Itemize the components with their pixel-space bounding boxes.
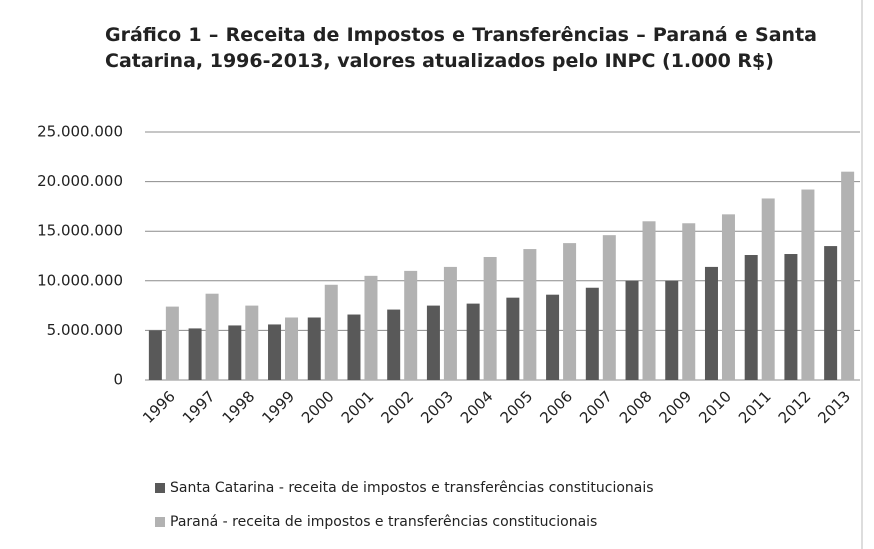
bar bbox=[801, 189, 815, 380]
bar bbox=[563, 243, 577, 380]
bar bbox=[642, 221, 656, 380]
x-tick-label: 2005 bbox=[497, 387, 537, 427]
bar bbox=[268, 324, 282, 380]
y-tick-label: 10.000.000 bbox=[37, 271, 123, 289]
bar bbox=[387, 309, 401, 380]
x-tick-label: 2009 bbox=[656, 387, 696, 427]
bar bbox=[824, 246, 838, 380]
y-tick-label: 25.000.000 bbox=[37, 123, 123, 141]
bar bbox=[704, 266, 718, 380]
bar bbox=[165, 306, 179, 380]
x-tick-label: 1999 bbox=[258, 387, 298, 427]
legend-swatch bbox=[155, 517, 165, 527]
legend-label: Paraná - receita de impostos e transferê… bbox=[170, 514, 597, 530]
bar bbox=[483, 256, 497, 380]
bar bbox=[307, 317, 321, 380]
bar bbox=[546, 294, 560, 380]
bar bbox=[364, 275, 378, 380]
bar bbox=[523, 249, 537, 380]
x-tick-label: 1998 bbox=[219, 387, 259, 427]
bar bbox=[744, 255, 758, 380]
chart-title: Gráfico 1 – Receita de Impostos e Transf… bbox=[105, 24, 817, 72]
bar bbox=[205, 293, 219, 380]
x-tick-label: 2007 bbox=[576, 387, 616, 427]
bar bbox=[347, 314, 361, 380]
x-tick-label: 2011 bbox=[735, 387, 775, 427]
x-tick-label: 2008 bbox=[616, 387, 656, 427]
bar bbox=[188, 328, 202, 380]
bar bbox=[682, 223, 696, 380]
y-tick-label: 20.000.000 bbox=[37, 172, 123, 190]
x-tick-label: 1996 bbox=[139, 387, 179, 427]
bar bbox=[602, 235, 616, 380]
bar bbox=[721, 214, 735, 380]
x-tick-label: 2006 bbox=[536, 387, 576, 427]
bar bbox=[404, 270, 418, 380]
bar bbox=[443, 266, 457, 380]
bar bbox=[625, 280, 639, 380]
bar bbox=[228, 325, 242, 380]
bar bbox=[585, 287, 599, 380]
bar bbox=[841, 171, 855, 380]
bar bbox=[148, 330, 162, 380]
x-tick-label: 2002 bbox=[377, 387, 417, 427]
bar bbox=[324, 284, 338, 380]
x-tick-label: 2012 bbox=[775, 387, 815, 427]
x-tick-label: 2001 bbox=[338, 387, 378, 427]
bar bbox=[245, 305, 259, 380]
legend-label: Santa Catarina - receita de impostos e t… bbox=[170, 480, 654, 496]
y-tick-label: 0 bbox=[113, 371, 123, 389]
bar bbox=[784, 254, 798, 380]
bar bbox=[761, 198, 775, 380]
x-tick-label: 2000 bbox=[298, 387, 338, 427]
x-tick-label: 1997 bbox=[179, 387, 219, 427]
bar bbox=[665, 280, 679, 380]
bar bbox=[466, 303, 480, 380]
x-tick-label: 2004 bbox=[457, 387, 497, 427]
y-tick-label: 15.000.000 bbox=[37, 222, 123, 240]
y-tick-label: 5.000.000 bbox=[47, 321, 123, 339]
x-tick-label: 2010 bbox=[695, 387, 735, 427]
bar bbox=[506, 297, 520, 380]
x-tick-label: 2003 bbox=[417, 387, 457, 427]
bar bbox=[285, 317, 299, 380]
legend-swatch bbox=[155, 483, 165, 493]
bar bbox=[426, 305, 440, 380]
x-tick-label: 2013 bbox=[814, 387, 854, 427]
